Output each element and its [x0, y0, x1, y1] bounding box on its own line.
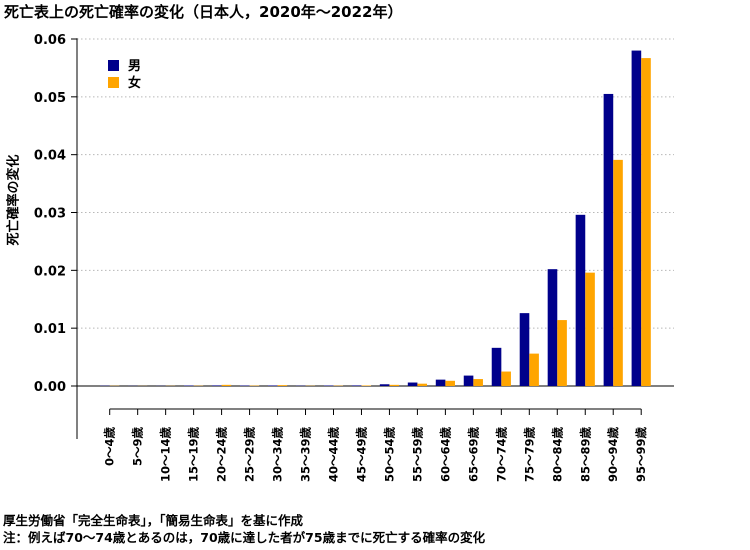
bar	[277, 385, 288, 386]
bar	[351, 385, 362, 386]
x-tick-label: 85〜89歳	[578, 427, 592, 483]
x-tick-label: 75〜79歳	[522, 427, 536, 483]
bar	[407, 382, 418, 386]
bar	[463, 375, 474, 386]
bar	[641, 58, 651, 387]
x-tick-label: 20〜24歳	[215, 427, 229, 483]
bar	[501, 371, 511, 386]
source-note: 厚生労働省「完全生命表」，「簡易生命表」を基に作成	[3, 513, 304, 528]
chart-notes: 厚生労働省「完全生命表」，「簡易生命表」を基に作成 注：例えば70〜74歳とある…	[3, 512, 485, 546]
bar	[519, 313, 530, 386]
bar	[361, 385, 372, 386]
legend-swatch	[108, 77, 119, 88]
bar	[417, 383, 428, 386]
y-tick-label: 0.02	[34, 264, 66, 279]
bar	[445, 380, 455, 386]
x-tick-label: 15〜19歳	[187, 427, 201, 483]
bar	[603, 93, 614, 387]
x-tick-label: 45〜49歳	[354, 427, 368, 483]
bar	[389, 384, 400, 386]
x-tick-label: 25〜29歳	[243, 427, 257, 483]
x-tick-label: 55〜59歳	[410, 427, 424, 483]
bar	[529, 353, 539, 386]
legend: 男女	[108, 59, 141, 91]
x-tick-label: 0〜4歳	[103, 427, 117, 467]
y-axis: 0.00 0.01 0.02 0.03 0.04 0.05 0.06	[34, 33, 78, 440]
y-tick-label: 0.01	[34, 322, 66, 337]
y-tick-label: 0.05	[34, 91, 66, 106]
x-tick-label: 80〜84歳	[550, 427, 564, 483]
y-tick-label: 0.04	[34, 149, 66, 164]
legend-label: 男	[128, 59, 141, 74]
x-tick-label: 35〜39歳	[299, 427, 313, 483]
x-tick-label: 70〜74歳	[494, 427, 508, 483]
legend-label: 女	[128, 75, 141, 91]
x-tick-label: 30〜34歳	[271, 427, 285, 483]
x-tick-label: 10〜14歳	[159, 427, 173, 483]
bars	[100, 50, 651, 387]
x-tick-label: 65〜69歳	[466, 427, 480, 483]
bar	[473, 379, 483, 386]
legend-swatch	[108, 60, 119, 71]
x-tick-label: 60〜64歳	[438, 427, 452, 483]
bar	[211, 385, 222, 386]
bar	[435, 379, 446, 386]
chart-title: 死亡表上の死亡確率の変化（日本人，2020年～2022年）	[4, 3, 403, 21]
x-axis: 0〜4歳 5〜9歳 10〜14歳 15〜19歳 20〜24歳 25〜29歳 30〜34歳 35…	[103, 408, 648, 483]
bar	[575, 214, 586, 386]
bar	[491, 347, 502, 386]
bar	[379, 384, 390, 386]
x-tick-label: 40〜44歳	[326, 427, 340, 483]
bar	[557, 320, 567, 386]
bar	[631, 50, 642, 387]
y-tick-label: 0.03	[34, 207, 66, 222]
footnote: 注：例えば70〜74歳とあるのは，70歳に達した者が75歳までに死亡する確率の変…	[3, 530, 486, 545]
bar	[547, 269, 558, 386]
y-tick-label: 0.00	[34, 380, 66, 395]
y-tick-label: 0.06	[34, 33, 66, 48]
grid-lines	[77, 38, 674, 387]
x-tick-label: 90〜94歳	[606, 427, 620, 483]
bar	[267, 385, 278, 386]
bar	[221, 384, 232, 386]
x-tick-label: 95〜99歳	[634, 427, 648, 483]
x-tick-label: 50〜54歳	[382, 427, 396, 483]
bar	[585, 272, 595, 386]
x-tick-label: 5〜9歳	[131, 427, 145, 467]
bar	[613, 159, 623, 386]
